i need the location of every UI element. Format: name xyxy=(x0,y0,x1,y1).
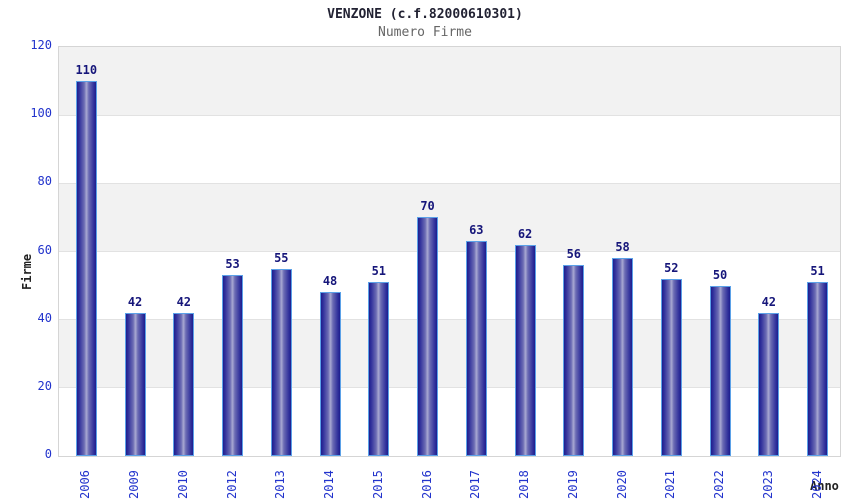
gridline xyxy=(59,114,840,116)
bar-2015 xyxy=(368,282,390,456)
bar-2006 xyxy=(75,81,97,456)
bar-2019 xyxy=(563,265,585,456)
x-tick-label: 2014 xyxy=(322,470,337,499)
x-tick-label: 2018 xyxy=(517,470,532,499)
bar-2022 xyxy=(709,286,731,456)
bar-value-label: 51 xyxy=(371,264,387,278)
x-tick-label: 2013 xyxy=(273,470,288,499)
x-tick-label: 2009 xyxy=(127,470,142,499)
gridline xyxy=(59,182,840,184)
chart-title: VENZONE (c.f.82000610301) xyxy=(327,7,523,22)
x-tick-label: 2010 xyxy=(175,470,190,499)
gridline xyxy=(59,387,840,389)
bar-value-label: 110 xyxy=(75,63,98,77)
bar-value-label: 70 xyxy=(420,199,435,213)
bar-2009 xyxy=(124,313,146,456)
y-tick-label: 40 xyxy=(37,310,52,325)
bar-value-label: 55 xyxy=(274,251,289,265)
y-tick-label: 80 xyxy=(37,174,52,189)
bar-value-label: 42 xyxy=(127,295,143,309)
bar-value-label: 56 xyxy=(566,247,582,261)
bar-value-label: 48 xyxy=(322,274,338,288)
y-tick-label: 100 xyxy=(30,106,52,121)
bar-value-label: 62 xyxy=(517,227,533,241)
y-tick-label: 20 xyxy=(37,378,52,393)
x-tick-label: 2023 xyxy=(760,470,775,499)
bar-value-label: 63 xyxy=(469,223,484,237)
bar-2018 xyxy=(514,245,536,456)
x-tick-label: 2019 xyxy=(565,470,580,499)
bar-2017 xyxy=(465,241,487,456)
y-tick-label: 60 xyxy=(37,242,52,257)
x-tick-label: 2022 xyxy=(712,470,727,499)
y-tick-label: 0 xyxy=(44,447,52,461)
y-tick-label: 120 xyxy=(30,38,52,52)
bar-value-label: 50 xyxy=(712,268,728,282)
bar-2013 xyxy=(270,269,292,456)
x-tick-label: 2015 xyxy=(370,470,385,499)
bar-value-label: 52 xyxy=(664,261,679,275)
x-tick-label: 2020 xyxy=(614,470,629,499)
bar-2012 xyxy=(222,275,244,456)
bar-2014 xyxy=(319,292,341,456)
bar-2016 xyxy=(417,217,439,456)
bar-2021 xyxy=(660,279,682,456)
gridline xyxy=(59,319,840,321)
bar-value-label: 42 xyxy=(176,295,192,309)
x-tick-label: 2012 xyxy=(224,470,239,499)
x-tick-label: 2017 xyxy=(468,470,483,499)
bar-value-label: 51 xyxy=(810,264,825,278)
bar-value-label: 53 xyxy=(225,257,240,271)
chart-subtitle: Numero Firme xyxy=(378,25,472,40)
x-tick-label: 2021 xyxy=(663,470,678,499)
gridline xyxy=(59,251,840,252)
bar-2023 xyxy=(758,313,780,456)
bar-2024 xyxy=(807,282,829,456)
plot-area: 110 42 42 53 55 48 51 70 63 62 56 58 52 50 42 51 xyxy=(58,46,841,457)
x-axis-title: Anno xyxy=(810,479,839,493)
bar-value-label: 58 xyxy=(615,240,630,254)
y-axis-title: Firme xyxy=(20,253,34,290)
x-tick-label: 2024 xyxy=(809,470,824,499)
bar-value-label: 42 xyxy=(761,295,777,309)
bar-2010 xyxy=(173,313,195,456)
bar-2020 xyxy=(612,258,634,456)
x-tick-label: 2006 xyxy=(78,470,93,499)
x-tick-label: 2016 xyxy=(419,470,434,499)
